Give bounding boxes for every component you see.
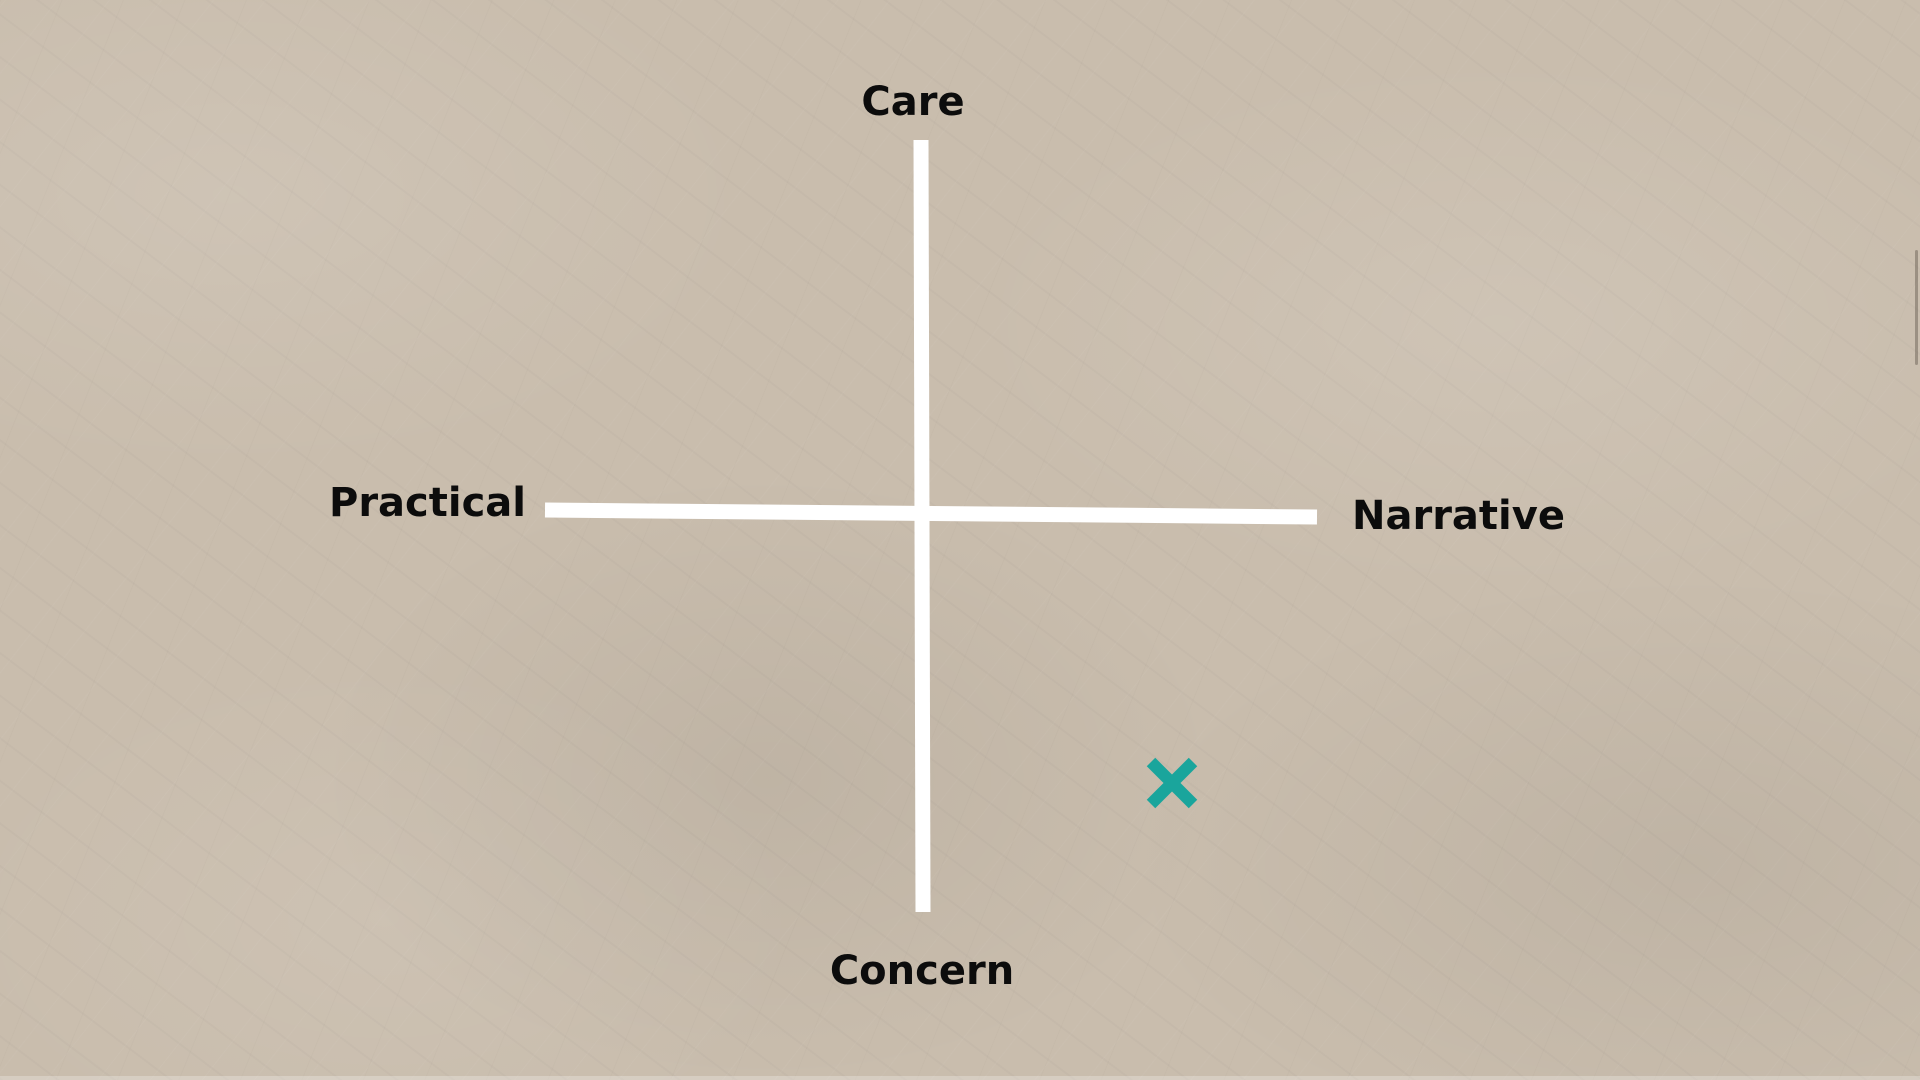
axis-label-care: Care <box>861 79 965 125</box>
axis-label-narrative: Narrative <box>1352 493 1565 539</box>
horizontal-axis <box>544 502 1318 525</box>
axis-label-concern: Concern <box>829 948 1015 994</box>
x-mark-icon <box>1146 757 1198 809</box>
page-bottom-edge <box>0 1076 1920 1080</box>
vertical-axis <box>913 139 931 913</box>
axis-label-practical: Practical <box>329 480 526 526</box>
scrollbar-thumb[interactable] <box>1915 250 1918 365</box>
